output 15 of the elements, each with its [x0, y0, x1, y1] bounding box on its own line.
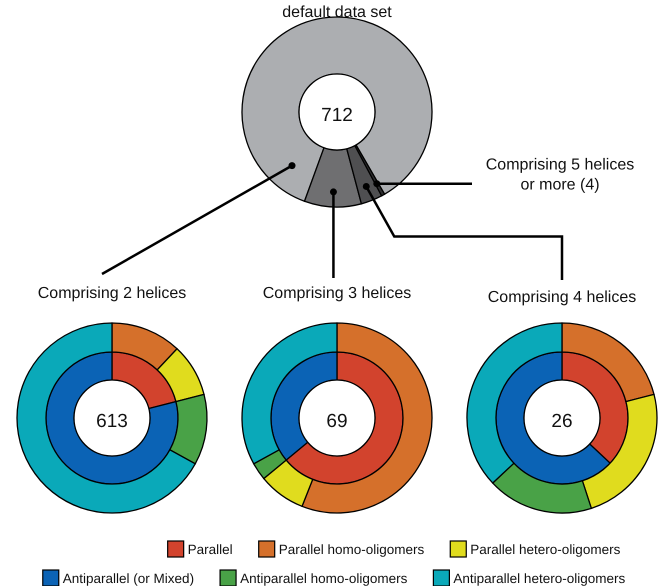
legend-label: Antiparallel hetero-oligomers — [453, 571, 626, 586]
text: 26 — [551, 411, 573, 432]
legend-label: Parallel homo-oligomers — [278, 542, 425, 557]
legend-label: Parallel hetero-oligomers — [470, 542, 621, 557]
text: 69 — [326, 411, 348, 432]
slice-label: Comprising 2 helices — [38, 285, 186, 302]
slice-label: Comprising 4 helices — [488, 289, 636, 306]
chart-title: default data set — [282, 4, 392, 21]
legend-label: Antiparallel homo-oligomers — [240, 571, 408, 586]
text: 613 — [96, 411, 128, 432]
slice-label: Comprising 3 helices — [262, 285, 412, 302]
slice-label: Comprising 5 helices or more (4) — [486, 156, 634, 194]
legend-label: Antiparallel (or Mixed) — [62, 571, 194, 586]
legend-label: Parallel — [188, 542, 233, 557]
text: 712 — [321, 105, 353, 126]
